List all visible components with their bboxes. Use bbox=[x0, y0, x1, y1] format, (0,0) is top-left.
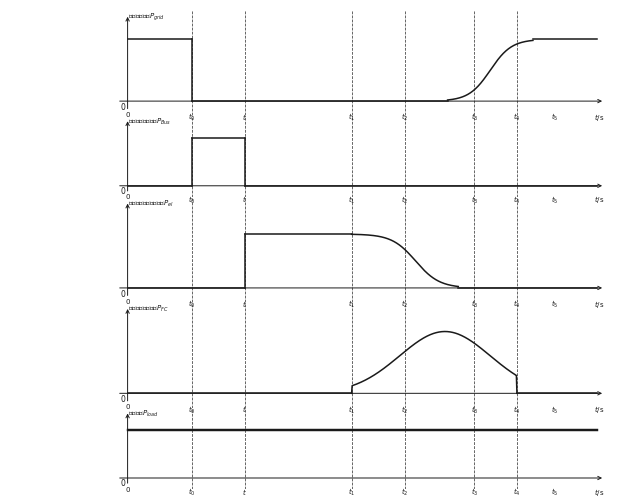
Text: 0: 0 bbox=[125, 487, 130, 493]
Text: $t_2$: $t_2$ bbox=[401, 299, 409, 310]
Text: $t$/s: $t$/s bbox=[595, 404, 604, 415]
Text: $t_3$: $t_3$ bbox=[471, 194, 478, 206]
Text: $t_5$: $t_5$ bbox=[551, 112, 558, 123]
Text: 0: 0 bbox=[120, 187, 125, 196]
Text: $t$/s: $t$/s bbox=[595, 299, 604, 310]
Text: $t$: $t$ bbox=[242, 112, 247, 122]
Text: $t_0$: $t_0$ bbox=[188, 194, 195, 206]
Text: $t_4$: $t_4$ bbox=[513, 194, 521, 206]
Text: $t$/s: $t$/s bbox=[595, 487, 604, 498]
Text: $t_3$: $t_3$ bbox=[471, 487, 478, 498]
Text: $t_0$: $t_0$ bbox=[188, 112, 195, 123]
Text: $t_0$: $t_0$ bbox=[188, 487, 195, 498]
Text: 电阵输出功率$P_{grid}$: 电阵输出功率$P_{grid}$ bbox=[128, 11, 165, 23]
Text: 0: 0 bbox=[120, 289, 125, 298]
Text: $t_4$: $t_4$ bbox=[513, 299, 521, 310]
Text: $t_5$: $t_5$ bbox=[551, 194, 558, 206]
Text: 母线电容输出功率$P_{Bus}$: 母线电容输出功率$P_{Bus}$ bbox=[128, 117, 171, 127]
Text: 0: 0 bbox=[125, 404, 130, 410]
Text: 0: 0 bbox=[120, 395, 125, 404]
Text: 0: 0 bbox=[125, 299, 130, 305]
Text: $t_1$: $t_1$ bbox=[348, 194, 355, 206]
Text: 燃料电池输出功率$P_{FC}$: 燃料电池输出功率$P_{FC}$ bbox=[128, 304, 169, 314]
Text: $t_3$: $t_3$ bbox=[471, 404, 478, 416]
Text: $t_5$: $t_5$ bbox=[551, 487, 558, 498]
Text: $t$: $t$ bbox=[242, 299, 247, 309]
Text: 0: 0 bbox=[120, 479, 125, 488]
Text: $t_1$: $t_1$ bbox=[348, 112, 355, 123]
Text: $t$/s: $t$/s bbox=[595, 194, 604, 206]
Text: 能量管理单元输出功率$P_{el}$: 能量管理单元输出功率$P_{el}$ bbox=[128, 199, 174, 209]
Text: 负载功率$P_{load}$: 负载功率$P_{load}$ bbox=[128, 409, 159, 419]
Text: $t_5$: $t_5$ bbox=[551, 299, 558, 310]
Text: $t_3$: $t_3$ bbox=[471, 112, 478, 123]
Text: $t$: $t$ bbox=[242, 404, 247, 414]
Text: $t$: $t$ bbox=[242, 487, 247, 497]
Text: $t_0$: $t_0$ bbox=[188, 299, 195, 310]
Text: $t_4$: $t_4$ bbox=[513, 487, 521, 498]
Text: $t$/s: $t$/s bbox=[595, 112, 604, 123]
Text: $t_1$: $t_1$ bbox=[348, 487, 355, 498]
Text: $t_4$: $t_4$ bbox=[513, 404, 521, 416]
Text: $t_2$: $t_2$ bbox=[401, 487, 409, 498]
Text: 0: 0 bbox=[125, 194, 130, 201]
Text: $t_5$: $t_5$ bbox=[551, 404, 558, 416]
Text: $t_2$: $t_2$ bbox=[401, 112, 409, 123]
Text: $t$: $t$ bbox=[242, 194, 247, 205]
Text: 0: 0 bbox=[125, 112, 130, 118]
Text: $t_1$: $t_1$ bbox=[348, 299, 355, 310]
Text: $t_3$: $t_3$ bbox=[471, 299, 478, 310]
Text: $t_2$: $t_2$ bbox=[401, 404, 409, 416]
Text: $t_0$: $t_0$ bbox=[188, 404, 195, 416]
Text: $t_1$: $t_1$ bbox=[348, 404, 355, 416]
Text: 0: 0 bbox=[120, 103, 125, 112]
Text: $t_4$: $t_4$ bbox=[513, 112, 521, 123]
Text: $t_2$: $t_2$ bbox=[401, 194, 409, 206]
